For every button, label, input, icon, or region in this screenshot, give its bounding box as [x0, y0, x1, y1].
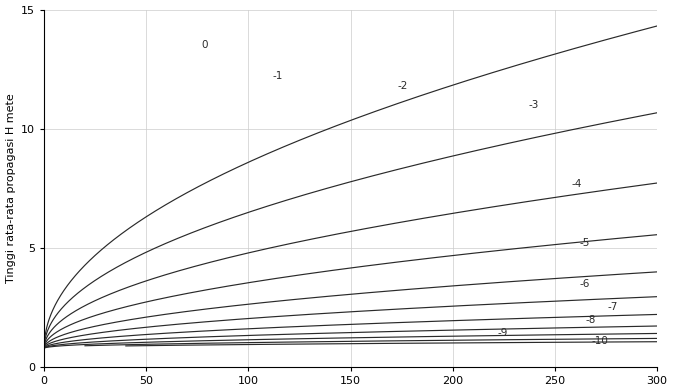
Y-axis label: Tinggi rata-rata propagasi H mete: Tinggi rata-rata propagasi H mete [5, 94, 15, 283]
Text: -9: -9 [497, 328, 508, 338]
Text: -3: -3 [528, 100, 538, 110]
Text: -7: -7 [608, 301, 618, 312]
Text: -10: -10 [592, 336, 608, 346]
Text: -1: -1 [273, 71, 283, 82]
Text: -5: -5 [579, 238, 590, 249]
Text: 0: 0 [201, 40, 208, 50]
Text: -8: -8 [586, 315, 596, 325]
Text: -2: -2 [398, 81, 408, 91]
Text: -6: -6 [579, 279, 590, 289]
Text: -4: -4 [571, 179, 581, 189]
